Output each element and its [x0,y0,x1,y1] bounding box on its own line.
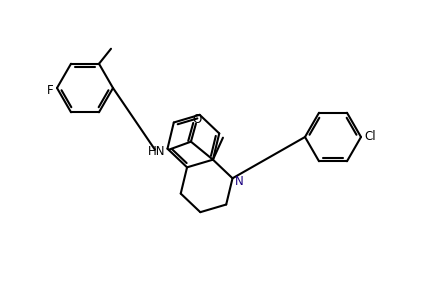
Text: Cl: Cl [364,130,376,144]
Text: HN: HN [148,145,165,158]
Text: F: F [48,84,54,97]
Text: O: O [192,113,202,126]
Text: N: N [235,175,243,188]
